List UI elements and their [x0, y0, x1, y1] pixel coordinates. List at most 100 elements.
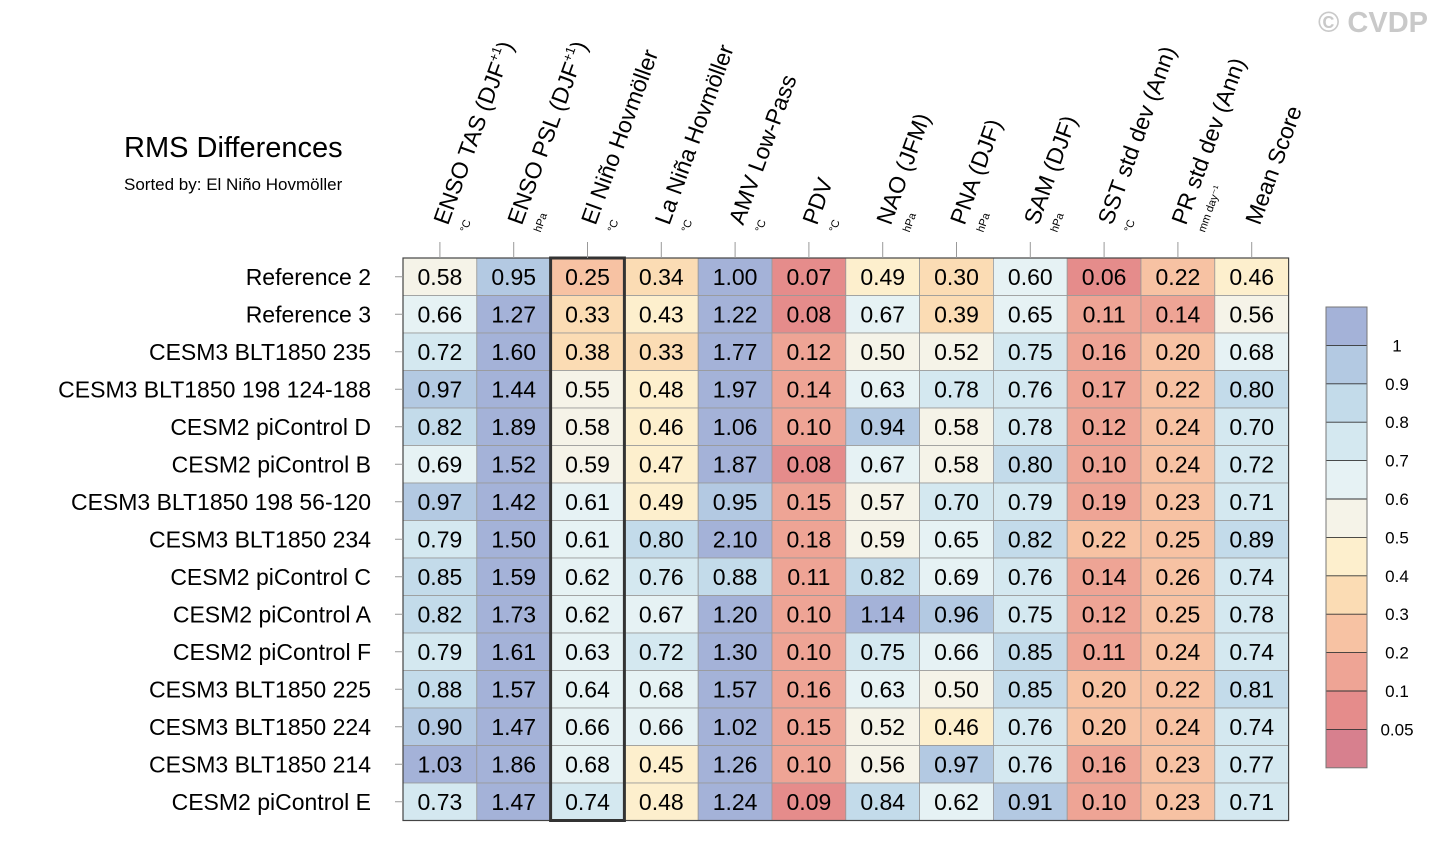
heatmap-cell	[845, 595, 920, 634]
heatmap-cell	[1214, 370, 1290, 409]
cell-value: 0.39	[934, 301, 979, 327]
chart-subtitle: Sorted by: El Niño Hovmöller	[124, 175, 343, 194]
cell-value: 1.57	[713, 676, 758, 702]
cell-value: 0.45	[639, 751, 684, 777]
cell-value: 0.70	[934, 489, 979, 515]
cell-value: 0.22	[1156, 676, 1201, 702]
cell-value: 1.86	[491, 751, 536, 777]
cell-value: 0.73	[418, 789, 463, 815]
heatmap-cell	[1140, 370, 1216, 409]
cell-value: 0.10	[1082, 789, 1127, 815]
cell-value: 0.43	[639, 301, 684, 327]
cell-value: 0.10	[787, 414, 832, 440]
heatmap-cell	[1140, 557, 1216, 596]
cell-value: 0.20	[1082, 714, 1127, 740]
cell-value: 0.26	[1156, 564, 1201, 590]
cell-value: 0.72	[418, 339, 463, 365]
colorbar-label: 0.9	[1385, 375, 1409, 394]
heatmap-cell	[993, 482, 1068, 521]
heatmap-cell	[845, 707, 920, 746]
colorbar-swatch	[1326, 422, 1367, 461]
heatmap-cell	[919, 257, 994, 296]
cell-value: 0.12	[1082, 414, 1127, 440]
colorbar-label: 0.7	[1385, 452, 1409, 471]
cell-value: 0.07	[787, 264, 832, 290]
cell-value: 0.78	[934, 376, 979, 402]
colorbar-swatch	[1326, 614, 1367, 653]
cell-value: 0.63	[860, 376, 905, 402]
column-label-superscript: +1	[486, 44, 505, 63]
heatmap-cell	[993, 632, 1068, 671]
cell-value: 0.80	[1008, 451, 1053, 477]
heatmap-cell	[1140, 520, 1216, 559]
heatmap-cell	[624, 482, 699, 521]
cell-value: 0.97	[418, 376, 463, 402]
column-label: NAO (JFM)	[871, 110, 935, 228]
column-label: SST std dev (Ann)	[1092, 43, 1181, 228]
heatmap-cell	[845, 407, 920, 446]
heatmap-cell	[845, 520, 920, 559]
heatmap-cell	[1214, 632, 1290, 671]
column-label: SAM (DJF)	[1019, 112, 1082, 228]
column-unit: hPa	[975, 211, 993, 234]
cell-value: 0.49	[860, 264, 905, 290]
heatmap-cell	[1140, 295, 1216, 334]
heatmap-cell	[1066, 745, 1142, 784]
heatmap-cell	[1214, 745, 1290, 784]
heatmap-cell	[402, 520, 478, 559]
cell-value: 0.76	[1008, 751, 1053, 777]
cell-value: 0.85	[1008, 676, 1053, 702]
column-label: PNA (DJF)	[945, 116, 1007, 228]
cell-value: 0.12	[787, 339, 832, 365]
cell-value: 0.75	[1008, 339, 1053, 365]
colorbar-label: 1	[1392, 336, 1401, 355]
column-unit: hPa	[901, 211, 919, 234]
heatmap-cell	[845, 632, 920, 671]
heatmap-cell	[1066, 632, 1142, 671]
cell-value: 0.50	[934, 676, 979, 702]
row-label: CESM2 piControl B	[172, 451, 371, 477]
heatmap-cell	[1140, 707, 1216, 746]
column-header: PNA (DJF)hPa	[945, 116, 1007, 234]
cell-value: 0.82	[860, 564, 905, 590]
cell-value: 0.48	[639, 789, 684, 815]
heatmap-cell	[402, 707, 478, 746]
heatmap-cell	[402, 407, 478, 446]
cell-value: 0.66	[639, 714, 684, 740]
heatmap-cell	[1140, 745, 1216, 784]
heatmap-cell	[402, 257, 478, 296]
column-header: PDV°C	[797, 174, 843, 234]
heatmap-cell	[919, 782, 994, 821]
column-label: El Niño Hovmöller	[576, 46, 663, 228]
column-label-superscript: +1	[559, 44, 578, 63]
cell-value: 0.08	[787, 451, 832, 477]
cell-value: 0.15	[787, 714, 832, 740]
cell-value: 0.70	[1229, 414, 1274, 440]
cell-value: 0.74	[565, 789, 610, 815]
heatmap-cell	[402, 745, 478, 784]
heatmap-cell	[1214, 445, 1290, 484]
heatmap-cell	[1140, 407, 1216, 446]
heatmap-cell	[402, 482, 478, 521]
cell-value: 0.68	[1229, 339, 1274, 365]
heatmap-cell	[697, 707, 773, 746]
heatmap-cell	[845, 557, 920, 596]
cell-value: 0.20	[1082, 676, 1127, 702]
cell-value: 0.95	[713, 489, 758, 515]
heatmap-cell	[845, 445, 920, 484]
cell-value: 0.67	[860, 301, 905, 327]
heatmap-cell	[771, 407, 847, 446]
colorbar-swatch	[1326, 499, 1367, 538]
heatmap-cell	[476, 257, 551, 296]
cell-value: 0.97	[418, 489, 463, 515]
cell-value: 1.60	[491, 339, 536, 365]
cell-value: 1.50	[491, 526, 536, 552]
cell-value: 0.78	[1229, 601, 1274, 627]
heatmap-cell	[1066, 782, 1142, 821]
heatmap-cell	[1214, 707, 1290, 746]
cell-value: 0.58	[934, 414, 979, 440]
cell-value: 0.34	[639, 264, 684, 290]
cell-value: 0.71	[1229, 789, 1274, 815]
heatmap-cell	[771, 670, 847, 709]
heatmap-cell	[1066, 257, 1142, 296]
